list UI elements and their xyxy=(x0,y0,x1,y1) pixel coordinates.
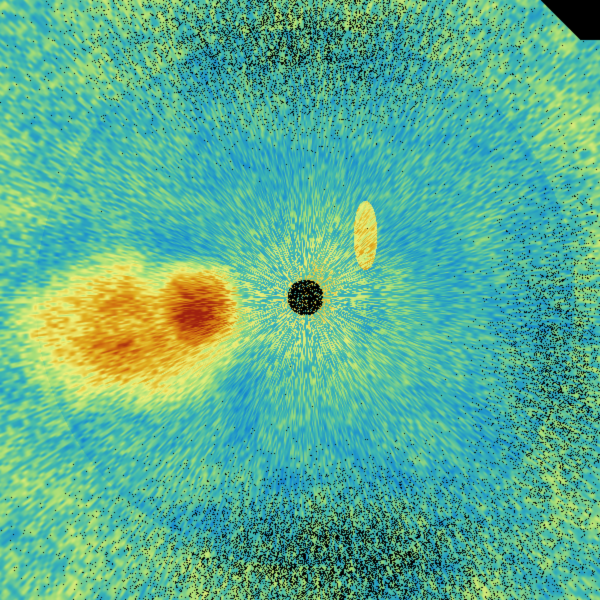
radar-image xyxy=(0,0,600,600)
radar-sweep-canvas xyxy=(0,0,600,600)
